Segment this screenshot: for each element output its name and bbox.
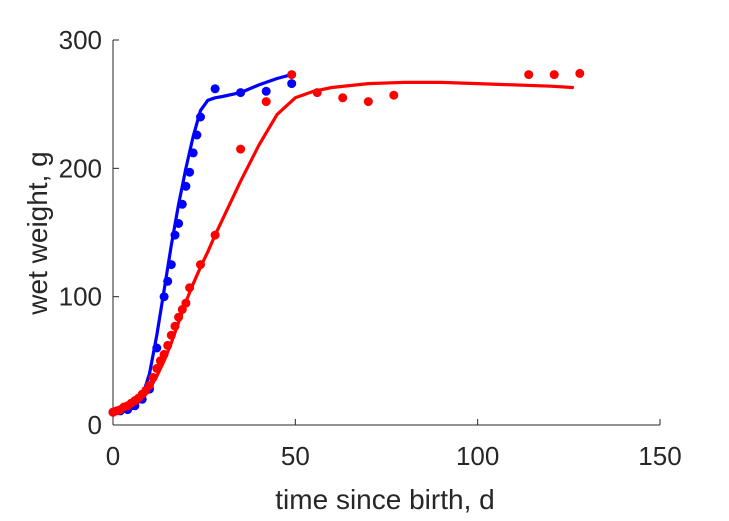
data-points xyxy=(108,68,585,417)
data-point-series-1 xyxy=(152,343,162,353)
y-axis-label: wet weight, g xyxy=(22,151,53,315)
fitted-curves xyxy=(111,73,575,414)
data-point-series-2 xyxy=(549,70,559,80)
data-point-series-2 xyxy=(575,68,585,78)
data-point-series-2 xyxy=(166,330,176,340)
data-point-series-1 xyxy=(236,88,246,98)
y-tick-label: 300 xyxy=(59,25,102,55)
data-point-series-2 xyxy=(163,340,173,350)
data-point-series-2 xyxy=(145,380,154,390)
axes xyxy=(112,40,660,426)
x-tick-label: 100 xyxy=(456,441,499,471)
data-point-series-1 xyxy=(196,112,205,122)
data-point-series-1 xyxy=(192,130,202,140)
data-point-series-1 xyxy=(163,276,173,286)
data-point-series-2 xyxy=(185,283,195,293)
data-point-series-1 xyxy=(166,260,176,270)
data-point-series-1 xyxy=(174,219,184,228)
data-point-series-2 xyxy=(312,88,322,98)
data-point-series-2 xyxy=(236,144,246,154)
data-point-series-2 xyxy=(287,70,297,80)
data-point-series-2 xyxy=(174,312,184,322)
y-tick-label: 0 xyxy=(88,410,102,440)
data-point-series-1 xyxy=(181,181,191,191)
data-point-series-1 xyxy=(185,167,195,177)
x-tick-label: 150 xyxy=(638,441,681,471)
data-point-series-1 xyxy=(210,84,220,94)
y-tick-label: 200 xyxy=(59,153,102,183)
data-point-series-2 xyxy=(210,230,220,240)
x-axis-label: time since birth, d xyxy=(275,484,494,515)
data-point-series-2 xyxy=(152,364,162,373)
data-point-series-1 xyxy=(261,86,271,96)
data-point-series-2 xyxy=(389,90,399,100)
data-point-series-1 xyxy=(159,292,169,302)
data-point-series-1 xyxy=(177,199,187,209)
y-tick-label: 100 xyxy=(59,282,102,312)
data-point-series-2 xyxy=(196,260,205,270)
data-point-series-2 xyxy=(524,70,534,80)
data-point-series-2 xyxy=(159,349,169,359)
data-point-series-2 xyxy=(148,373,158,382)
fit-curve-2 xyxy=(111,80,575,414)
fit-curve-1 xyxy=(111,73,294,414)
x-tick-label: 50 xyxy=(281,441,310,471)
data-point-series-1 xyxy=(287,79,297,89)
data-point-series-2 xyxy=(261,97,271,107)
data-point-series-1 xyxy=(188,148,198,158)
data-point-series-2 xyxy=(338,93,348,103)
data-point-series-2 xyxy=(170,321,180,331)
x-tick-label: 0 xyxy=(106,441,120,471)
data-point-series-1 xyxy=(170,230,180,240)
data-point-series-2 xyxy=(181,298,191,308)
data-point-series-2 xyxy=(363,97,373,107)
ticks: 0 50 100 150 0 100 200 300 xyxy=(59,25,682,471)
